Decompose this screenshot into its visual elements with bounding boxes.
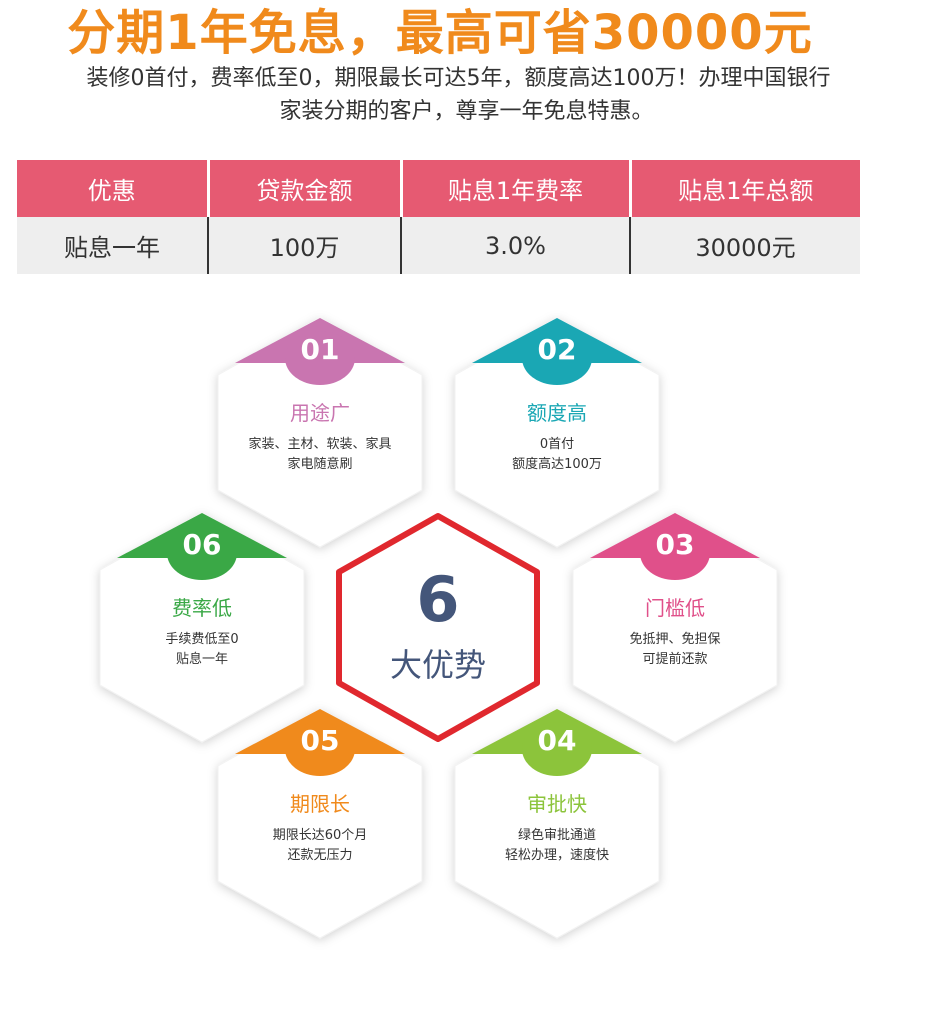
feature-title: 用途广	[290, 401, 350, 425]
headline: 分期1年免息，最高可省30000元	[67, 5, 813, 61]
feature-number: 05	[300, 724, 340, 757]
feature-hexagon-shape	[217, 708, 423, 939]
feature-hexagon-02: 02 额度高 0首付额度高达100万	[452, 315, 662, 550]
feature-description-line: 家电随意刷	[287, 457, 353, 472]
feature-description-line: 免抵押、免担保	[629, 632, 721, 647]
feature-hexagon-06: 06 费率低手续费低至0 贴息一年	[97, 510, 307, 745]
table-cell: 100万	[207, 217, 401, 274]
feature-number: 02	[537, 333, 577, 366]
feature-hexagon-shape	[454, 317, 660, 548]
table-header: 贷款金额	[206, 160, 401, 217]
feature-hexagon-01: 01 用途广家装、主材、软装、家具 家电随意刷	[215, 315, 425, 550]
feature-hexagon-shape	[99, 512, 305, 743]
feature-description: 手续费低至0 贴息一年	[107, 630, 297, 670]
feature-description: 绿色审批通道 轻松办理，速度快	[462, 826, 652, 866]
feature-description: 期限长达60个月 还款无压力	[225, 826, 415, 866]
feature-title: 审批快	[527, 792, 587, 816]
center-number: 6	[416, 563, 460, 636]
feature-description-line: 额度高达100万	[512, 457, 602, 472]
feature-hexagon-shape	[572, 512, 778, 743]
table-cell: 贴息一年	[17, 217, 208, 274]
feature-description-line: 轻松办理，速度快	[504, 848, 609, 863]
center-hexagon-shape	[336, 513, 540, 742]
intro-text: 装修0首付，费率低至0，期限最长可达5年，额度高达100万！办理中国银行 家装分…	[0, 62, 947, 128]
table-header: 贴息1年费率	[399, 160, 630, 217]
feature-number: 06	[182, 528, 222, 561]
table-cell: 3.0%	[400, 217, 630, 274]
feature-title: 期限长	[290, 792, 350, 816]
feature-number: 01	[300, 333, 340, 366]
table-header: 优惠	[17, 160, 208, 217]
offer-table: 优惠 贷款金额 贴息1年费率 贴息1年总额 贴息一年 100万 3.0% 300…	[17, 160, 860, 274]
center-hexagon: 6 大优势	[333, 510, 543, 745]
feature-title: 费率低	[172, 596, 232, 620]
feature-description-line: 绿色审批通道	[517, 828, 596, 843]
feature-description-line: 还款无压力	[287, 848, 353, 863]
feature-title: 门槛低	[645, 596, 705, 620]
feature-hexagon-shape	[454, 708, 660, 939]
feature-description-line: 贴息一年	[175, 652, 228, 667]
feature-hexagon-03: 03 门槛低免抵押、免担保 可提前还款	[570, 510, 780, 745]
table-row: 贴息一年 100万 3.0% 30000元	[17, 217, 860, 274]
feature-number: 04	[537, 724, 577, 757]
feature-description-line: 可提前还款	[642, 652, 708, 667]
feature-description-line: 手续费低至0	[165, 632, 239, 647]
feature-description: 0首付额度高达100万	[462, 435, 652, 475]
feature-hexagon-shape	[217, 317, 423, 548]
intro-line-2: 家装分期的客户，尊享一年免息特惠。	[279, 99, 654, 124]
feature-description: 家装、主材、软装、家具 家电随意刷	[225, 435, 415, 475]
table-cell: 30000元	[629, 217, 860, 274]
intro-line-1: 装修0首付，费率低至0，期限最长可达5年，额度高达100万！办理中国银行	[86, 66, 831, 91]
table-header-row: 优惠 贷款金额 贴息1年费率 贴息1年总额	[17, 160, 860, 217]
feature-hexagon-05: 05 期限长期限长达60个月 还款无压力	[215, 706, 425, 941]
center-label: 大优势	[389, 646, 486, 684]
table-header: 贴息1年总额	[628, 160, 860, 217]
feature-description-line: 期限长达60个月	[272, 828, 368, 843]
feature-description-line: 家装、主材、软装、家具	[248, 437, 392, 452]
feature-description-line: 0首付	[539, 437, 575, 452]
feature-hexagon-04: 04 审批快绿色审批通道 轻松办理，速度快	[452, 706, 662, 941]
feature-number: 03	[655, 528, 695, 561]
feature-description: 免抵押、免担保 可提前还款	[580, 630, 770, 670]
feature-title: 额度高	[527, 401, 587, 425]
